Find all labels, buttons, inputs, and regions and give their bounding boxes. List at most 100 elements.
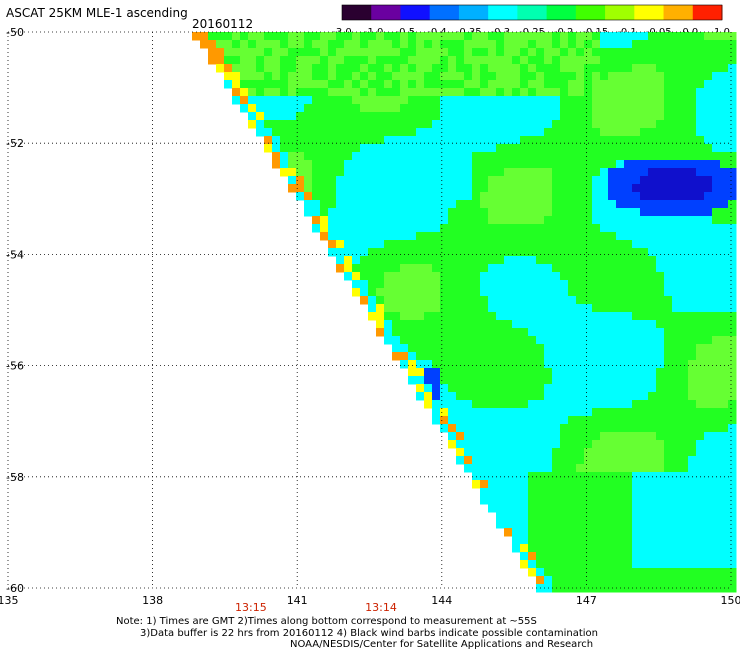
wind-cell [360, 184, 369, 193]
wind-cell [688, 448, 697, 457]
wind-cell [408, 160, 417, 169]
wind-cell [480, 72, 489, 81]
wind-cell [672, 552, 681, 561]
wind-cell [680, 336, 689, 345]
wind-cell [384, 232, 393, 241]
wind-cell [552, 304, 561, 313]
wind-cell [664, 328, 673, 337]
wind-cell [688, 96, 697, 105]
wind-cell [608, 320, 617, 329]
wind-cell [496, 240, 505, 249]
wind-cell [720, 192, 729, 201]
wind-cell [488, 472, 497, 481]
wind-cell [312, 136, 321, 145]
wind-cell [392, 216, 401, 225]
wind-cell [584, 72, 593, 81]
wind-cell [584, 464, 593, 473]
wind-cell [576, 208, 585, 217]
wind-cell [400, 176, 409, 185]
wind-cell [728, 392, 737, 401]
wind-cell [392, 40, 401, 49]
wind-cell [656, 200, 665, 209]
wind-cell [568, 80, 577, 89]
wind-cell [608, 152, 617, 161]
lon-tick-label: 144 [431, 594, 452, 607]
wind-cell [600, 88, 609, 97]
wind-cell [560, 256, 569, 265]
wind-cell [688, 544, 697, 553]
wind-cell [512, 536, 521, 545]
wind-cell [600, 464, 609, 473]
wind-cell [632, 384, 641, 393]
wind-cell [664, 344, 673, 353]
chart-title: ASCAT 25KM MLE-1 ascending [6, 6, 188, 20]
wind-cell [416, 128, 425, 137]
wind-cell [664, 320, 673, 329]
wind-cell [520, 424, 529, 433]
wind-cell [512, 232, 521, 241]
wind-cell [536, 112, 545, 121]
wind-cell [536, 56, 545, 65]
wind-cell [640, 360, 649, 369]
wind-cell [720, 432, 729, 441]
wind-cell [576, 304, 585, 313]
wind-cell [680, 232, 689, 241]
wind-cell [672, 80, 681, 89]
wind-cell [464, 232, 473, 241]
wind-cell [552, 192, 561, 201]
wind-cell [440, 144, 449, 153]
wind-cell [696, 424, 705, 433]
wind-cell [328, 216, 337, 225]
wind-cell [536, 120, 545, 129]
wind-cell [632, 64, 641, 73]
wind-field-cells [192, 32, 737, 593]
wind-cell [480, 488, 489, 497]
wind-cell [728, 384, 737, 393]
wind-cell [680, 480, 689, 489]
wind-cell [464, 440, 473, 449]
wind-cell [584, 312, 593, 321]
note-line-3: NOAA/NESDIS/Center for Satellite Applica… [290, 639, 594, 650]
wind-cell [448, 280, 457, 289]
wind-cell [312, 208, 321, 217]
wind-cell [640, 32, 649, 41]
wind-cell [640, 488, 649, 497]
wind-cell [328, 56, 337, 65]
wind-cell [448, 360, 457, 369]
wind-cell [488, 120, 497, 129]
wind-cell [576, 320, 585, 329]
wind-cell [440, 40, 449, 49]
wind-cell [696, 48, 705, 57]
wind-cell [480, 376, 489, 385]
wind-cell [488, 328, 497, 337]
wind-cell [616, 136, 625, 145]
wind-cell [560, 384, 569, 393]
wind-cell [600, 544, 609, 553]
wind-cell [448, 424, 457, 433]
wind-cell [472, 248, 481, 257]
wind-cell [656, 440, 665, 449]
wind-cell [384, 88, 393, 97]
wind-cell [496, 472, 505, 481]
wind-cell [608, 264, 617, 273]
wind-cell [496, 496, 505, 505]
wind-cell [576, 152, 585, 161]
wind-cell [408, 304, 417, 313]
wind-cell [656, 488, 665, 497]
wind-cell [352, 200, 361, 209]
wind-cell [256, 40, 265, 49]
wind-cell [400, 112, 409, 121]
wind-cell [480, 104, 489, 113]
colorbar-swatch [488, 5, 518, 20]
wind-cell [504, 448, 513, 457]
wind-cell [656, 88, 665, 97]
wind-cell [376, 304, 385, 313]
wind-cell [672, 488, 681, 497]
wind-cell [704, 544, 713, 553]
wind-cell [568, 296, 577, 305]
wind-cell [560, 144, 569, 153]
wind-cell [432, 176, 441, 185]
wind-cell [248, 112, 257, 121]
wind-cell [632, 424, 641, 433]
wind-cell [672, 352, 681, 361]
